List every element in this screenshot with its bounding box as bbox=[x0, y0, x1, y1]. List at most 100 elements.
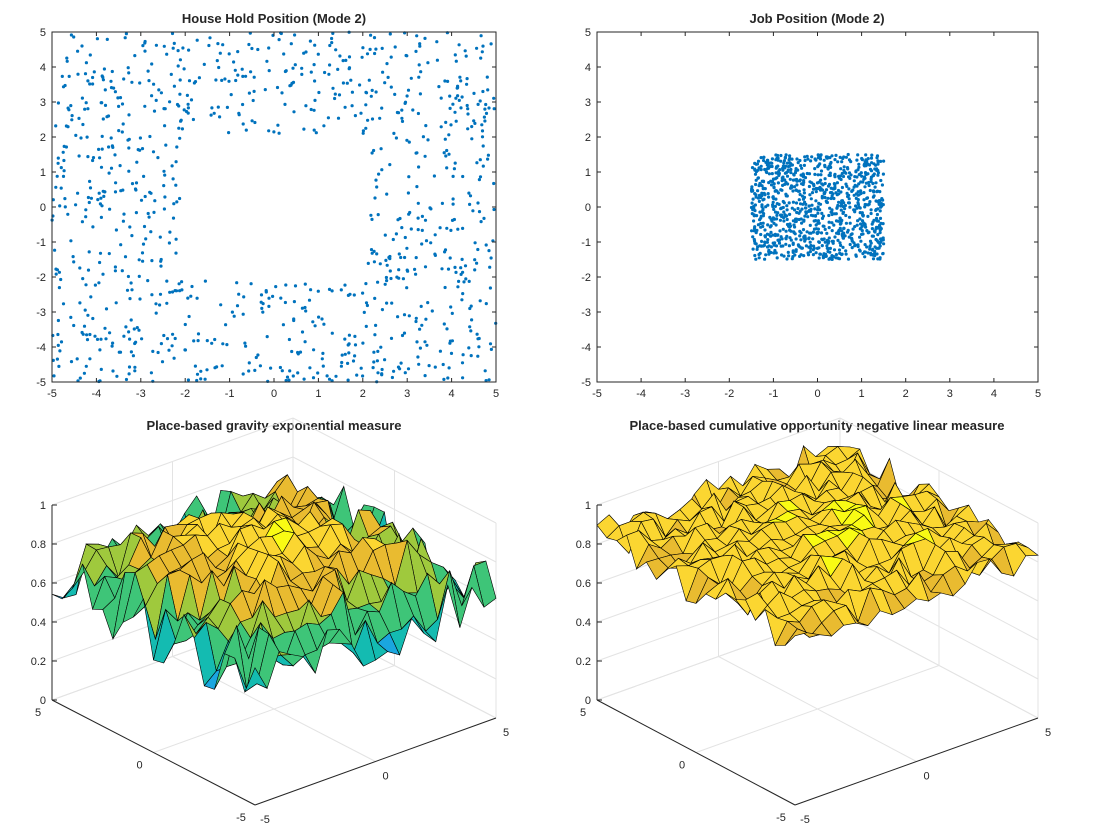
scatter-point bbox=[443, 285, 447, 290]
scatter-point bbox=[802, 254, 806, 258]
scatter-point bbox=[793, 208, 797, 212]
scatter-point bbox=[866, 162, 870, 166]
scatter-point bbox=[376, 280, 380, 284]
z-tick-label: 1 bbox=[40, 500, 46, 512]
scatter-point bbox=[241, 372, 245, 376]
scatter-point bbox=[784, 192, 788, 196]
scatter-point bbox=[232, 60, 236, 64]
scatter-point bbox=[750, 185, 754, 189]
scatter-point bbox=[766, 238, 770, 242]
scatter-point bbox=[869, 169, 874, 173]
scatter-point bbox=[824, 188, 829, 192]
scatter-point bbox=[84, 283, 88, 287]
scatter-point bbox=[761, 207, 765, 211]
scatter-point bbox=[468, 194, 473, 198]
scatter-point bbox=[841, 236, 845, 240]
scatter-point bbox=[414, 316, 418, 320]
scatter-point bbox=[416, 201, 420, 205]
x-tick-label: 0 bbox=[923, 771, 929, 783]
scatter-point bbox=[309, 288, 313, 292]
scatter-point bbox=[793, 232, 797, 236]
y-tick-label: 3 bbox=[585, 97, 591, 109]
scatter-point bbox=[272, 130, 276, 134]
scatter-point bbox=[424, 124, 428, 128]
x-tick-label: 3 bbox=[404, 388, 410, 400]
scatter-point bbox=[403, 101, 407, 105]
scatter-point bbox=[392, 369, 396, 373]
scatter-point bbox=[836, 160, 840, 164]
y-tick-label: 5 bbox=[35, 707, 41, 719]
scatter-point bbox=[232, 314, 236, 318]
scatter-point bbox=[288, 369, 292, 373]
scatter-point bbox=[229, 93, 233, 97]
scatter-point bbox=[782, 219, 786, 223]
scatter-point bbox=[822, 237, 826, 241]
scatter-point bbox=[130, 182, 135, 186]
scatter-point bbox=[876, 162, 880, 166]
scatter-point bbox=[795, 210, 799, 215]
scatter-point bbox=[757, 166, 761, 170]
scatter-point bbox=[374, 90, 378, 94]
scatter-point bbox=[375, 185, 379, 189]
scatter-point bbox=[66, 212, 70, 216]
scatter-point bbox=[98, 156, 102, 160]
scatter-point bbox=[372, 350, 376, 354]
scatter-point bbox=[321, 364, 325, 368]
scatter-point bbox=[786, 182, 790, 186]
scatter-point bbox=[480, 50, 484, 54]
scatter-point bbox=[779, 188, 783, 192]
scatter-point bbox=[871, 174, 875, 178]
scatter-point bbox=[467, 191, 471, 195]
scatter-point bbox=[471, 209, 475, 213]
scatter-point bbox=[784, 242, 788, 246]
scatter-point bbox=[86, 195, 90, 200]
scatter-point bbox=[869, 211, 873, 216]
scatter-point bbox=[809, 159, 813, 163]
scatter-point bbox=[405, 138, 409, 142]
scatter-point bbox=[368, 47, 372, 52]
scatter-point bbox=[828, 206, 832, 210]
z-tick-label: 0.8 bbox=[576, 539, 591, 551]
scatter-point bbox=[843, 203, 848, 208]
scatter-point bbox=[782, 254, 786, 258]
scatter-point bbox=[388, 32, 392, 36]
scatter-point bbox=[757, 199, 762, 203]
scatter-point bbox=[449, 351, 454, 355]
scatter-point bbox=[153, 199, 157, 203]
scatter-point bbox=[876, 257, 880, 261]
scatter-point bbox=[133, 365, 137, 369]
scatter-point bbox=[281, 323, 285, 327]
scatter-point bbox=[795, 157, 799, 161]
scatter-point bbox=[69, 360, 74, 364]
scatter-point bbox=[57, 270, 62, 274]
scatter-point bbox=[133, 54, 137, 58]
scatter-point bbox=[381, 70, 385, 74]
scatter-point bbox=[872, 194, 876, 198]
scatter-point bbox=[380, 46, 384, 51]
scatter-point bbox=[837, 176, 841, 180]
scatter-point bbox=[484, 379, 488, 383]
scatter-point bbox=[450, 218, 455, 222]
scatter-point bbox=[875, 252, 879, 256]
scatter-point bbox=[754, 182, 758, 187]
scatter-point bbox=[810, 203, 814, 207]
scatter-point bbox=[859, 189, 863, 193]
scatter-point bbox=[91, 82, 95, 86]
x-tick-label: 5 bbox=[1035, 388, 1041, 400]
scatter-point bbox=[824, 155, 829, 159]
scatter-point bbox=[208, 36, 212, 40]
scatter-point bbox=[323, 70, 327, 75]
scatter-point bbox=[835, 181, 840, 185]
scatter-point bbox=[448, 106, 452, 110]
scatter-point bbox=[359, 111, 363, 115]
scatter-point bbox=[803, 158, 807, 163]
scatter-point bbox=[186, 106, 190, 110]
scatter-point bbox=[469, 354, 473, 358]
scatter-point bbox=[820, 194, 824, 198]
scatter-point bbox=[850, 189, 854, 193]
scatter-point bbox=[97, 147, 101, 151]
scatter-point bbox=[107, 171, 111, 175]
scatter-point bbox=[766, 192, 770, 196]
scatter-point bbox=[62, 144, 66, 148]
scatter-point bbox=[327, 287, 332, 291]
